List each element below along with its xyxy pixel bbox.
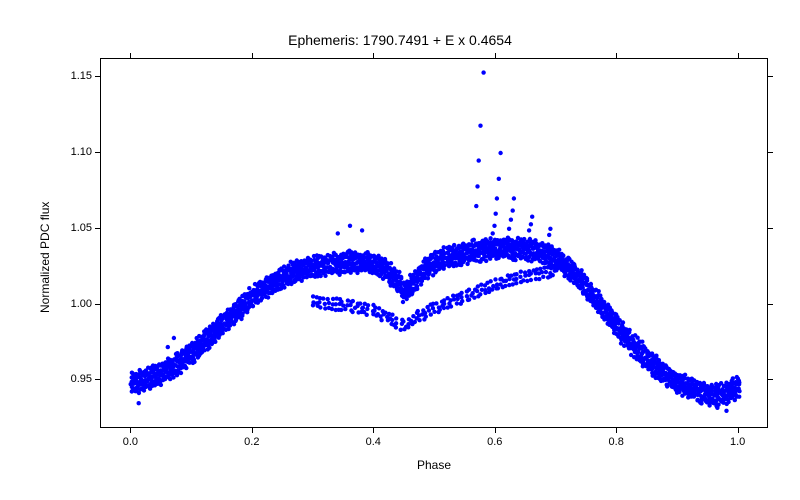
x-axis-label: Phase [100,458,768,472]
x-tick-label: 0.8 [609,436,624,448]
y-tick-label: 1.05 [58,222,92,234]
x-tick-label: 0.2 [244,436,259,448]
x-tick-label: 0.6 [487,436,502,448]
y-tick-label: 1.15 [58,70,92,82]
x-tick-label: 0.4 [366,436,381,448]
y-tick-label: 1.00 [58,298,92,310]
y-axis-label: Normalized PDC flux [38,202,52,313]
chart-title: Ephemeris: 1790.7491 + E x 0.4654 [0,32,800,48]
figure: Ephemeris: 1790.7491 + E x 0.4654 Phase … [0,0,800,500]
x-tick-label: 1.0 [730,436,745,448]
y-tick-label: 1.10 [58,146,92,158]
x-tick-label: 0.0 [123,436,138,448]
plot-area [100,58,768,428]
scatter-points [101,59,769,429]
y-tick-label: 0.95 [58,373,92,385]
